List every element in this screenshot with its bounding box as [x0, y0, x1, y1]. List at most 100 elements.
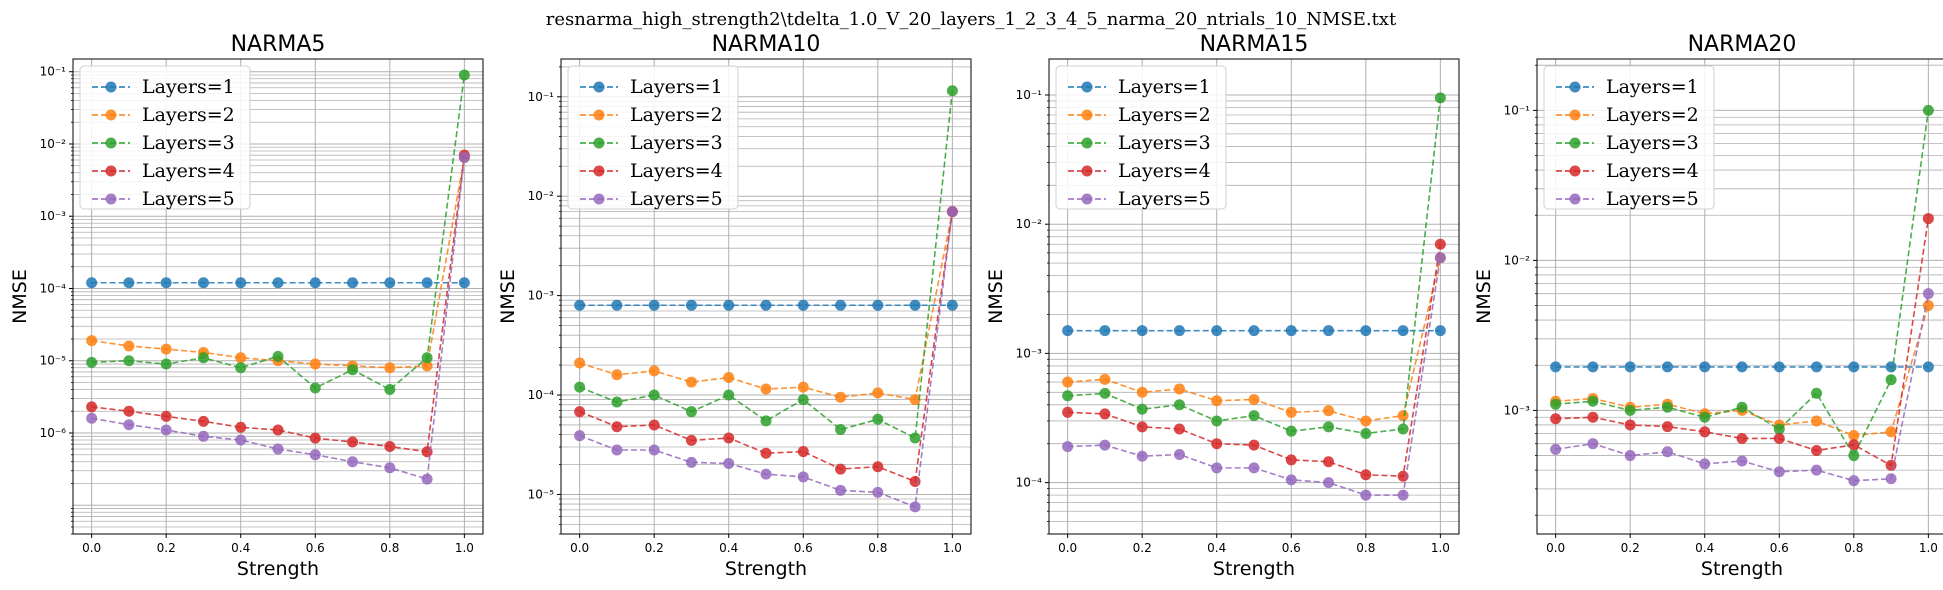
x-tick-label: 0.6 [1770, 541, 1789, 555]
x-tick-label: 0.4 [1695, 541, 1714, 555]
x-tick-label: 0.2 [1133, 541, 1152, 555]
data-point [1434, 325, 1446, 337]
x-tick-label: 0.8 [380, 541, 399, 555]
data-point [723, 457, 735, 469]
data-point [1885, 374, 1897, 386]
data-point [1211, 438, 1223, 450]
data-point [1773, 466, 1785, 478]
legend-item-2: Layers=2 [1068, 104, 1211, 126]
data-point [1397, 489, 1409, 501]
data-point [1699, 411, 1711, 423]
figure-title: resnarma_high_strength2\tdelta_1.0_V_20_… [546, 9, 1397, 30]
data-point [1587, 411, 1599, 423]
data-point [272, 350, 284, 362]
legend-label: Layers=3 [1606, 132, 1699, 154]
series-4 [1550, 213, 1934, 471]
series-5 [574, 206, 958, 513]
data-point [1285, 325, 1297, 337]
data-point [1885, 361, 1897, 373]
legend: Layers=1 Layers=2 Layers=3 Layers=4 Layers=5 [567, 65, 739, 210]
series-5 [1062, 252, 1446, 501]
data-point [648, 389, 660, 401]
data-point [1811, 415, 1823, 427]
data-point [1099, 408, 1111, 420]
legend: Layers=1 Layers=2 Layers=3 Layers=4 Layers=5 [1055, 65, 1227, 210]
data-point [872, 461, 884, 473]
data-point [1773, 423, 1785, 435]
data-point [574, 357, 586, 369]
data-point [909, 501, 921, 513]
data-point [1248, 439, 1260, 451]
data-point [835, 391, 847, 403]
x-axis-label: Strength [1213, 558, 1295, 580]
data-point [1397, 423, 1409, 435]
data-point [723, 299, 735, 311]
y-tick-label: 10⁻³ [528, 289, 555, 303]
legend-label: Layers=5 [1118, 188, 1211, 210]
data-point [723, 372, 735, 384]
y-tick-label: 10⁻² [40, 137, 67, 151]
legend-marker [593, 137, 605, 149]
legend-marker [593, 81, 605, 93]
legend-label: Layers=3 [630, 132, 723, 154]
data-point [347, 277, 359, 289]
x-tick-label: 0.4 [1207, 541, 1226, 555]
data-point [272, 424, 284, 436]
y-tick-label: 10⁻² [1016, 217, 1043, 231]
data-point [197, 352, 209, 364]
chart-panel-4: 0.0 0.2 0.4 0.6 0.8 1.0 10⁻³ 10⁻² 10⁻¹ NARMA20 Str… [1473, 32, 1943, 580]
legend-label: Layers=3 [1118, 132, 1211, 154]
legend-marker [1569, 165, 1581, 177]
x-tick-label: 0.8 [868, 541, 887, 555]
data-point [872, 387, 884, 399]
data-point [1173, 423, 1185, 435]
data-point [1550, 413, 1562, 425]
data-point [1624, 361, 1636, 373]
y-axis-label: NMSE [9, 269, 31, 324]
data-point [1360, 427, 1372, 439]
series-line [579, 90, 954, 440]
y-axis-label: NMSE [497, 269, 519, 324]
data-point [1699, 426, 1711, 438]
data-point [1587, 395, 1599, 407]
data-point [1285, 406, 1297, 418]
data-point [347, 364, 359, 376]
data-point [1922, 104, 1934, 116]
data-point [1397, 470, 1409, 482]
panel-title: NARMA5 [231, 32, 326, 57]
data-point [685, 299, 697, 311]
data-point [946, 206, 958, 218]
data-point [648, 365, 660, 377]
data-point [797, 446, 809, 458]
data-point [835, 424, 847, 436]
data-point [685, 406, 697, 418]
series-1 [86, 277, 470, 289]
legend-marker [105, 109, 117, 121]
data-point [384, 462, 396, 474]
data-point [1211, 462, 1223, 474]
legend-box [1543, 65, 1715, 210]
data-point [760, 383, 772, 395]
data-point [123, 419, 135, 431]
x-tick-label: 0.4 [231, 541, 250, 555]
y-tick-label: 10⁻¹ [1016, 88, 1043, 102]
y-tick-label: 10⁻² [1504, 253, 1531, 267]
y-tick-label: 10⁻⁴ [1016, 476, 1043, 490]
axes-frame [560, 58, 972, 535]
data-point [835, 463, 847, 475]
y-tick-label: 10⁻⁴ [528, 388, 555, 402]
legend-item-4: Layers=4 [580, 160, 723, 182]
data-point [1699, 361, 1711, 373]
data-point [1136, 450, 1148, 462]
panels: 0.0 0.2 0.4 0.6 0.8 1.0 10⁻⁶ 10⁻⁵ 10⁻⁴ 10⁻³ 10⁻² 10… [9, 32, 1943, 580]
x-tick-label: 1.0 [455, 541, 474, 555]
grid [561, 59, 971, 534]
data-point [1661, 401, 1673, 413]
data-point [1248, 462, 1260, 474]
data-point [1323, 325, 1335, 337]
data-point [872, 413, 884, 425]
legend-label: Layers=4 [1118, 160, 1211, 182]
data-point [123, 405, 135, 417]
data-point [760, 468, 772, 480]
